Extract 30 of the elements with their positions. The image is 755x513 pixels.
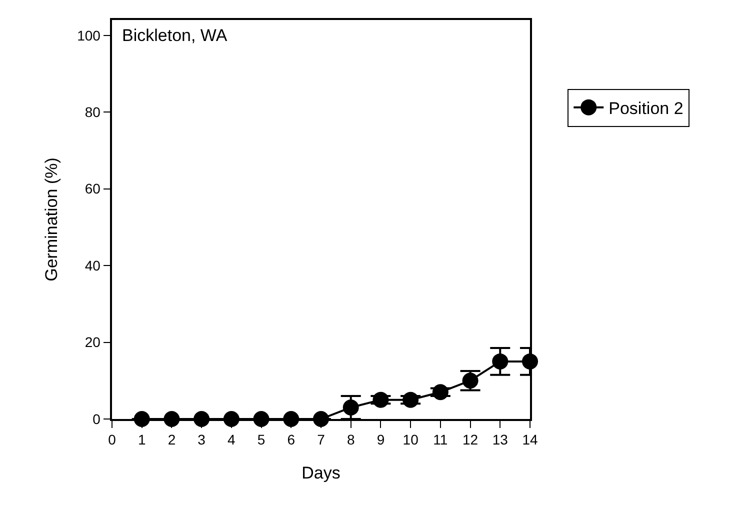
x-tick-label: 5 (257, 432, 266, 448)
y-tick-label: 100 (77, 27, 101, 44)
y-tick-label: 0 (92, 410, 101, 427)
x-tick-label: 2 (168, 432, 176, 448)
point (342, 399, 359, 416)
legend-label: Position 2 (608, 98, 684, 118)
x-tick-label: 13 (492, 432, 508, 448)
x-tick-label: 4 (228, 432, 236, 448)
x-tick-label: 0 (108, 432, 116, 448)
x-tick-label: 3 (198, 432, 206, 448)
x-tick-label: 7 (317, 432, 326, 448)
y-tick-label: 80 (84, 104, 101, 120)
point (432, 384, 448, 400)
y-tick-label: 40 (84, 257, 101, 274)
x-tick-label: 12 (462, 432, 478, 448)
x-tick-label: 14 (522, 432, 538, 448)
x-tick-label: 6 (287, 432, 296, 448)
y-tick-label: 20 (84, 334, 101, 350)
point (372, 392, 389, 408)
point (492, 353, 508, 370)
x-tick-label: 11 (433, 432, 448, 448)
y-tick-label: 60 (84, 180, 101, 197)
x-tick-label: 1 (138, 432, 146, 448)
annotation: Bickleton, WA (122, 26, 228, 45)
x-axis-title: Days (302, 463, 340, 482)
x-tick-label: 9 (376, 432, 385, 448)
y-axis-title: Germination (%) (42, 158, 62, 282)
x-tick-label: 10 (402, 432, 419, 448)
point (402, 392, 419, 408)
x-tick-label: 8 (346, 432, 355, 448)
